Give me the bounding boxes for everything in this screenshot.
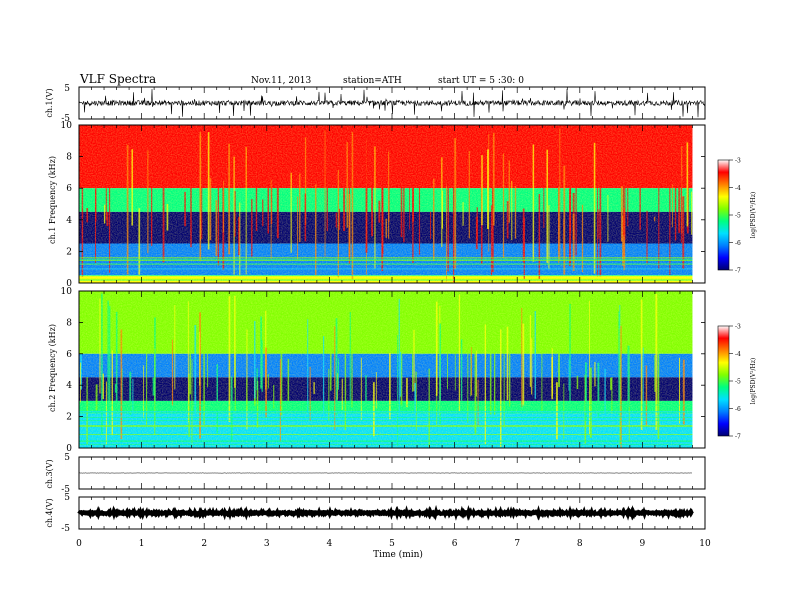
ch3-waveform-panel: 5 -5 ch.3(V)	[45, 453, 706, 495]
time-tick-label: 7	[514, 539, 520, 549]
time-ticks	[78, 87, 706, 529]
ch1-colorbar: -3 -4 -5 -6 -7 log(PSD(V²/Hz)	[717, 158, 757, 275]
ch1-waveform-panel: 5 -5 ch.1(V)	[45, 84, 706, 124]
freq-tick-label: 8	[66, 153, 72, 163]
time-tick-label: 4	[327, 539, 333, 549]
ch3-waveform-ylabel: ch.3(V)	[45, 459, 54, 488]
colorbar-tick-label: -6	[735, 406, 741, 413]
ch1-waveform-ytick-bottom: -5	[61, 114, 70, 124]
date-label: Nov.11, 2013	[251, 76, 312, 86]
colorbar-tick-label: -6	[735, 240, 741, 247]
ch2-colorbar-label: log(PSD(V²/Hz)	[750, 358, 757, 405]
ch2-colorbar: -3 -4 -5 -6 -7 log(PSD(V²/Hz)	[717, 324, 757, 441]
figure-title: VLF Spectra	[79, 72, 156, 86]
ch2-spectrogram-ylabel-text: ch.2 Frequency (kHz)	[48, 324, 57, 412]
ch1-waveform-line	[78, 88, 706, 118]
ch2-spectrogram-panel: 10 8 6 4 2 0 ch.2 Frequency (kHz)	[48, 287, 706, 454]
ch1-spectrogram-panel: 10 8 6 4 2 0 ch.1 Frequency (kHz)	[48, 121, 706, 289]
ch4-waveform-line	[77, 504, 694, 522]
ch1-spectrogram-ylabel: ch.1 Frequency (kHz)	[48, 156, 57, 244]
freq-tick-label: 2	[66, 247, 72, 257]
freq-tick-label: 4	[66, 381, 72, 391]
time-tick-label: 8	[577, 539, 583, 549]
colorbar-tick-label: -4	[735, 351, 741, 358]
ch4-waveform-ytick-bottom: -5	[61, 524, 70, 534]
station-label: station=ATH	[343, 76, 402, 86]
freq-tick-label: 10	[61, 121, 73, 131]
ch3-waveform-ytick-top: 5	[64, 453, 70, 463]
spectrogram-empty-tail	[692, 125, 705, 283]
time-tick-label: 2	[201, 539, 207, 549]
time-tick-label: 5	[389, 539, 395, 549]
ch1-spectrogram-image	[79, 125, 705, 283]
colorbar-tick-label: -7	[735, 434, 741, 441]
x-axis-label: Time (min)	[373, 549, 423, 560]
start-time-label: start UT = 5 :30: 0	[438, 76, 524, 86]
freq-tick-label: 0	[66, 444, 72, 454]
colorbar-tick-label: -3	[735, 158, 741, 165]
time-tick-label: 3	[264, 539, 270, 549]
colorbar-tick-label: -5	[735, 213, 741, 220]
ch4-waveform-ytick-top: 5	[64, 493, 70, 503]
ch2-spectrogram-ylabel: ch.2 Frequency (kHz)	[48, 324, 57, 412]
time-tick-label: 10	[699, 539, 711, 549]
colorbar-tick-label: -7	[735, 268, 741, 275]
colorbar-tick-label: -3	[735, 324, 741, 331]
freq-tick-label: 2	[66, 413, 72, 423]
ch1-waveform-ylabel: ch.1(V)	[45, 88, 54, 117]
freq-tick-label: 6	[66, 350, 72, 360]
spectrogram-texture	[79, 125, 693, 283]
ch1-spectrogram-ylabel-text: ch.1 Frequency (kHz)	[48, 156, 57, 244]
time-tick-label: 0	[76, 539, 82, 549]
time-tick-label: 1	[139, 539, 145, 549]
freq-tick-label: 4	[66, 216, 72, 226]
ch1-waveform-ytick-top: 5	[64, 84, 70, 94]
colorbar-tick-label: -5	[735, 379, 741, 386]
freq-tick-label: 10	[61, 287, 73, 297]
time-tick-label: 6	[452, 539, 458, 549]
spectrogram-empty-tail	[692, 291, 705, 448]
time-tick-label: 9	[640, 539, 646, 549]
ch3-waveform-ytick-bottom: -5	[61, 485, 70, 495]
time-tick-labels: 0 1 2 3 4 5 6 7 8 9 10	[76, 539, 711, 549]
freq-tick-label: 0	[66, 279, 72, 289]
ch4-waveform-panel: 5 -5 ch.4(V)	[45, 493, 706, 534]
ch2-spectrogram-yticks: 10 8 6 4 2 0	[61, 287, 705, 454]
ch1-colorbar-label: log(PSD(V²/Hz)	[750, 192, 757, 239]
freq-tick-label: 8	[66, 318, 72, 328]
freq-tick-label: 6	[66, 184, 72, 194]
ch2-spectrogram-image	[79, 291, 705, 448]
colorbar-tick-label: -4	[735, 185, 741, 192]
ch1-colorbar-ticks: -3 -4 -5 -6 -7	[729, 158, 741, 275]
ch2-colorbar-ticks: -3 -4 -5 -6 -7	[729, 324, 741, 441]
spectrogram-texture	[79, 291, 693, 448]
ch4-waveform-ylabel: ch.4(V)	[45, 498, 54, 527]
ch1-spectrogram-yticks: 10 8 6 4 2 0	[61, 121, 705, 289]
